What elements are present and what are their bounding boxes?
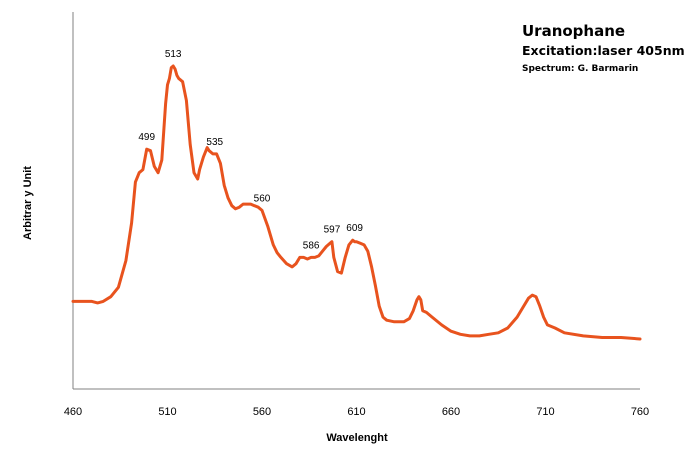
peak-label: 597 [324,225,341,236]
x-axis-title: Wavelenght [326,432,388,444]
peak-label: 586 [303,240,320,251]
x-tick-label: 460 [64,406,82,418]
y-axis-title: Arbitrar y Unit [22,166,34,240]
peak-label: 609 [346,223,363,234]
peak-label: 560 [254,193,271,204]
x-tick-label: 560 [253,406,271,418]
axes [72,12,640,390]
spectrum-line [71,64,642,341]
chart-subtitle: Excitation:laser 405nm [522,43,685,58]
peak-label: 535 [206,137,223,148]
x-tick-label: 760 [631,406,649,418]
x-tick-label: 710 [536,406,554,418]
peak-labels: 499 513 535 560 586 597 609 [138,49,363,251]
x-tick-label: 660 [442,406,460,418]
peak-label: 499 [138,132,155,143]
x-tick-label: 610 [347,406,365,418]
chart-credit: Spectrum: G. Barmarin [522,64,638,74]
peak-label: 513 [165,49,182,60]
x-tick-labels: 460 510 560 610 660 710 760 [64,406,649,418]
chart-title: Uranophane [522,22,625,40]
x-tick-label: 510 [158,406,176,418]
